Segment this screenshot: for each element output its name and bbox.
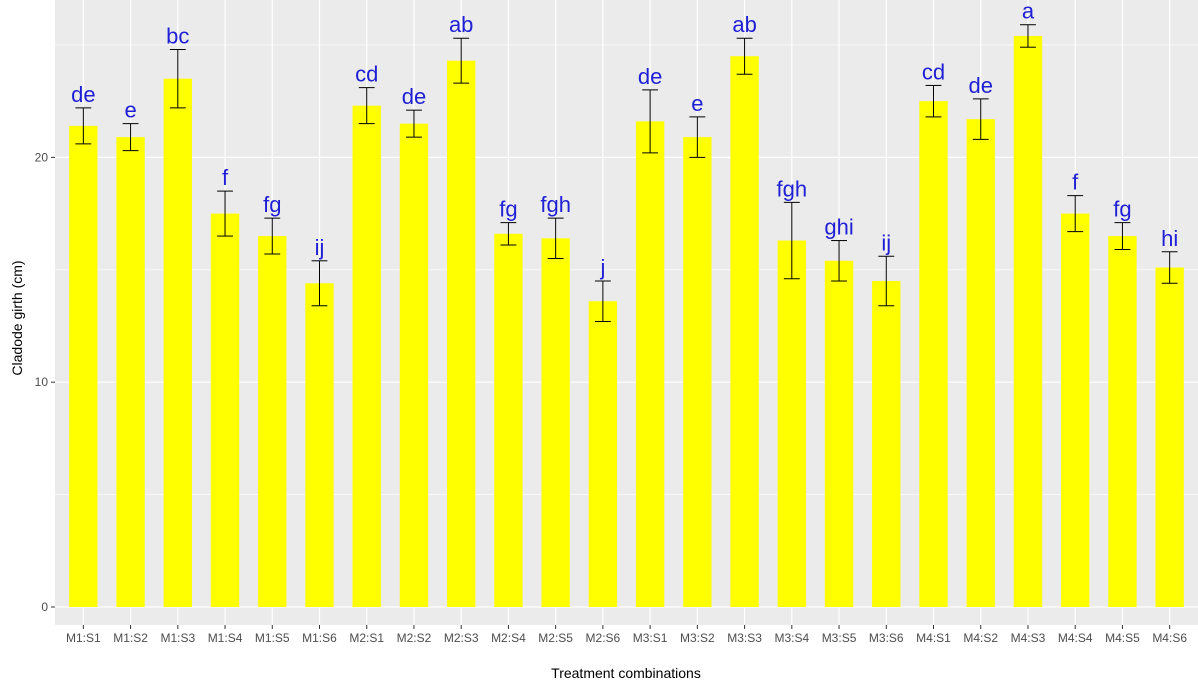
y-axis-ticks: 0 10 20: [35, 150, 55, 614]
significance-label: j: [599, 255, 605, 280]
x-tick-label: M3:S4: [774, 631, 809, 645]
panel-background: [55, 0, 1198, 625]
significance-label: de: [638, 64, 662, 89]
x-tick-label: M2:S1: [349, 631, 384, 645]
significance-label: fg: [1113, 197, 1131, 222]
x-tick-label: M2:S5: [538, 631, 573, 645]
x-tick-label: M1:S3: [160, 631, 195, 645]
bar: [1108, 236, 1137, 608]
significance-label: e: [691, 91, 703, 116]
x-tick-label: M1:S5: [255, 631, 290, 645]
significance-label: ghi: [824, 215, 853, 240]
bar: [494, 233, 523, 608]
y-tick-label: 20: [35, 150, 49, 164]
bar: [447, 60, 476, 608]
significance-label: ij: [315, 235, 325, 260]
x-tick-label: M3:S2: [680, 631, 715, 645]
x-tick-label: M1:S4: [208, 631, 243, 645]
bar: [635, 121, 665, 608]
bar: [966, 119, 995, 608]
significance-label: f: [1072, 170, 1079, 195]
error-bars: [75, 24, 1178, 322]
x-tick-label: M3:S6: [869, 631, 904, 645]
bar: [730, 56, 759, 608]
x-axis-ticks: M1:S1 M1:S2 M1:S3 M1:S4 M1:S5 M1:S6 M2:S1 M2:S2…: [66, 625, 1187, 645]
x-tick-label: M3:S5: [822, 631, 857, 645]
x-tick-label: M4:S1: [916, 631, 951, 645]
bar: [824, 260, 854, 608]
x-tick-label: M2:S6: [586, 631, 621, 645]
significance-label: de: [402, 84, 426, 109]
x-tick-label: M1:S2: [113, 631, 148, 645]
y-tick-label: 10: [35, 375, 49, 389]
bars: [69, 35, 1184, 608]
significance-label: ab: [449, 12, 473, 37]
bar: [1155, 267, 1184, 608]
bar: [919, 101, 948, 608]
significance-label: ij: [881, 230, 891, 255]
bar: [683, 137, 712, 608]
bar: [1061, 213, 1090, 608]
significance-label: cd: [922, 59, 945, 84]
y-axis-title: Cladode girth (cm): [9, 260, 25, 375]
y-tick-label: 0: [41, 600, 48, 614]
significance-label: e: [124, 98, 136, 123]
significance-label: de: [968, 73, 992, 98]
x-tick-label: M4:S6: [1152, 631, 1187, 645]
x-axis-title: Treatment combinations: [551, 665, 701, 681]
significance-label: bc: [166, 23, 189, 48]
significance-label: cd: [355, 62, 378, 87]
x-tick-label: M1:S6: [302, 631, 337, 645]
bar: [163, 78, 192, 608]
significance-label: ab: [732, 12, 756, 37]
bar: [541, 238, 570, 608]
bar: [258, 236, 287, 608]
significance-label: de: [71, 82, 95, 107]
bar: [352, 105, 381, 608]
x-tick-label: M4:S3: [1011, 631, 1046, 645]
significance-label: fgh: [540, 192, 571, 217]
bar: [588, 301, 618, 608]
significance-label: f: [222, 165, 229, 190]
x-tick-label: M4:S2: [963, 631, 998, 645]
significance-label: fg: [499, 197, 517, 222]
x-tick-label: M2:S3: [444, 631, 479, 645]
bar: [210, 213, 240, 608]
bar: [305, 283, 334, 608]
x-tick-label: M1:S1: [66, 631, 101, 645]
significance-label: fg: [263, 192, 281, 217]
significance-label: fgh: [777, 176, 808, 201]
bar: [399, 123, 429, 608]
x-tick-label: M2:S4: [491, 631, 526, 645]
x-tick-label: M4:S5: [1105, 631, 1140, 645]
bar: [1013, 35, 1043, 608]
significance-label: a: [1022, 0, 1035, 24]
x-tick-label: M4:S4: [1058, 631, 1093, 645]
x-tick-label: M3:S3: [727, 631, 762, 645]
bar: [777, 240, 806, 608]
bar: [116, 137, 145, 608]
x-tick-label: M2:S2: [397, 631, 432, 645]
significance-label: hi: [1161, 226, 1178, 251]
x-tick-label: M3:S1: [633, 631, 668, 645]
bar: [872, 281, 901, 608]
bar: [69, 125, 98, 608]
